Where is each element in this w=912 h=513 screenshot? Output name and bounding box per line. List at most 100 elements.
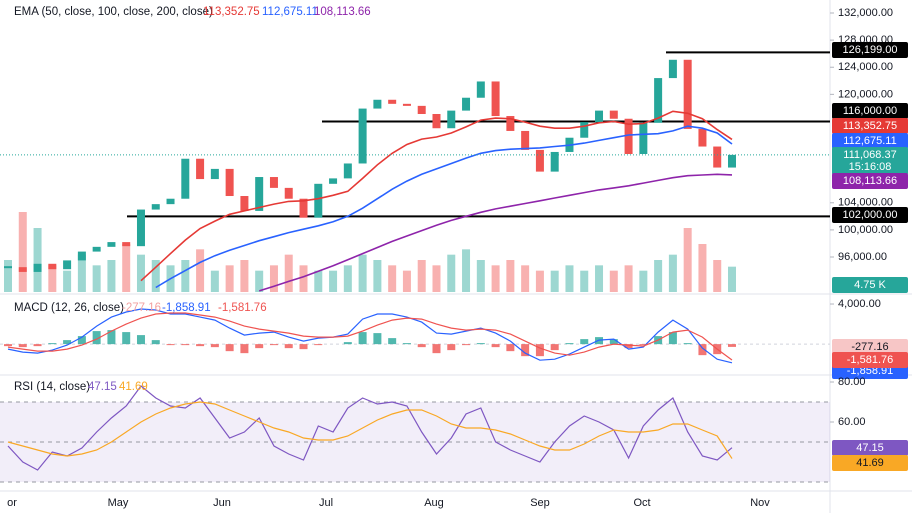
ema-label: 112,675.11 — [843, 135, 896, 147]
indicator-title: RSI (14, close) — [14, 381, 90, 393]
candle — [713, 146, 722, 168]
y-tick-label: 104,000.00 — [838, 197, 893, 209]
candle — [698, 128, 707, 147]
level-label-box — [832, 207, 908, 223]
histogram-bar — [92, 331, 101, 345]
volume-bar — [343, 265, 352, 292]
price-box — [832, 147, 908, 175]
histogram-bar — [299, 344, 308, 350]
volume-bar — [4, 260, 12, 292]
candle — [668, 59, 677, 79]
candle — [196, 158, 205, 180]
y-tick-label: 124,000.00 — [838, 61, 893, 73]
histogram-bar — [63, 340, 72, 345]
macd-value: -277.16 — [122, 302, 161, 314]
volume-bar — [48, 265, 57, 292]
ema-label-box — [832, 133, 908, 149]
volume-bar — [713, 260, 722, 292]
level-label: 126,199.00 — [842, 44, 897, 56]
y-tick-label: 4,000.00 — [838, 298, 881, 310]
volume-bar — [255, 270, 264, 292]
ema-value: 112,675.11 — [262, 6, 318, 18]
y-tick-label: 60.00 — [838, 416, 866, 428]
y-tick-label: 120,000.00 — [838, 88, 893, 100]
x-tick-label: Nov — [750, 497, 770, 509]
volume-label-box — [832, 277, 908, 293]
candle — [639, 122, 648, 154]
histogram-bar — [136, 335, 145, 345]
volume-bar — [654, 260, 663, 292]
volume-bar — [136, 254, 145, 292]
volume-bar — [210, 270, 219, 292]
histogram-bar — [402, 343, 411, 345]
volume-bar — [506, 260, 515, 292]
volume-bar — [550, 270, 559, 292]
histogram-bar — [373, 333, 382, 345]
x-tick-label: or — [7, 497, 17, 509]
x-tick-label: Jun — [213, 497, 231, 509]
volume-bar — [491, 265, 500, 292]
candle — [225, 168, 234, 197]
histogram-bar — [506, 344, 515, 352]
candle — [683, 59, 692, 129]
volume-bar — [388, 265, 397, 292]
volume-bar — [77, 254, 86, 292]
histogram-bar — [255, 344, 264, 349]
hist-label: -277.16 — [851, 341, 888, 353]
y-tick-label: 100,000.00 — [838, 224, 893, 236]
volume-bar — [225, 265, 234, 292]
histogram-bar — [77, 336, 86, 345]
rsi-ma-label: 41.69 — [856, 457, 884, 469]
volume-bar — [33, 228, 42, 292]
volume-bar — [595, 265, 604, 292]
volume-bar — [417, 260, 426, 292]
candle — [255, 177, 264, 211]
histogram-bar — [314, 344, 323, 346]
histogram-bar — [462, 344, 471, 346]
volume-bar — [329, 270, 338, 292]
level-label: 102,000.00 — [842, 209, 897, 221]
histogram-bar — [491, 344, 500, 348]
candle — [373, 99, 382, 109]
volume-bar — [373, 260, 382, 292]
rsi-label-box — [832, 440, 908, 456]
volume-bar — [535, 270, 544, 292]
volume-bar — [92, 265, 101, 292]
histogram-bar — [580, 339, 589, 345]
histogram-bar — [33, 344, 42, 347]
rsi-ma-label-box — [832, 455, 908, 471]
histogram-bar — [196, 344, 205, 347]
volume-bar — [639, 270, 648, 292]
volume-bar — [447, 254, 456, 292]
histogram-bar — [107, 330, 116, 345]
volume-bar — [521, 265, 530, 292]
x-tick-label: Sep — [530, 497, 550, 509]
candle — [151, 204, 160, 210]
volume-bar — [698, 244, 707, 292]
candle — [18, 267, 27, 272]
histogram-bar — [4, 344, 12, 347]
candle — [240, 196, 249, 211]
x-tick-label: Oct — [633, 497, 650, 509]
histogram-bar — [343, 342, 352, 345]
candle — [314, 183, 323, 218]
histogram-bar — [521, 344, 530, 357]
volume-bar — [122, 244, 131, 292]
candle — [417, 105, 426, 115]
histogram-bar — [388, 338, 397, 345]
candle — [269, 177, 278, 188]
candle — [166, 198, 175, 205]
volume-label: 4.75 K — [854, 279, 886, 291]
candle — [654, 78, 663, 123]
indicator-line — [7, 308, 733, 364]
indicator-title: MACD (12, 26, close) — [14, 302, 124, 314]
candle — [299, 198, 308, 218]
candle — [284, 187, 293, 199]
candle — [447, 110, 456, 129]
signal-label-box — [832, 352, 908, 368]
indicator-line — [7, 401, 733, 459]
histogram-bar — [269, 344, 278, 346]
histogram-bar — [417, 344, 426, 348]
candle — [491, 81, 500, 117]
